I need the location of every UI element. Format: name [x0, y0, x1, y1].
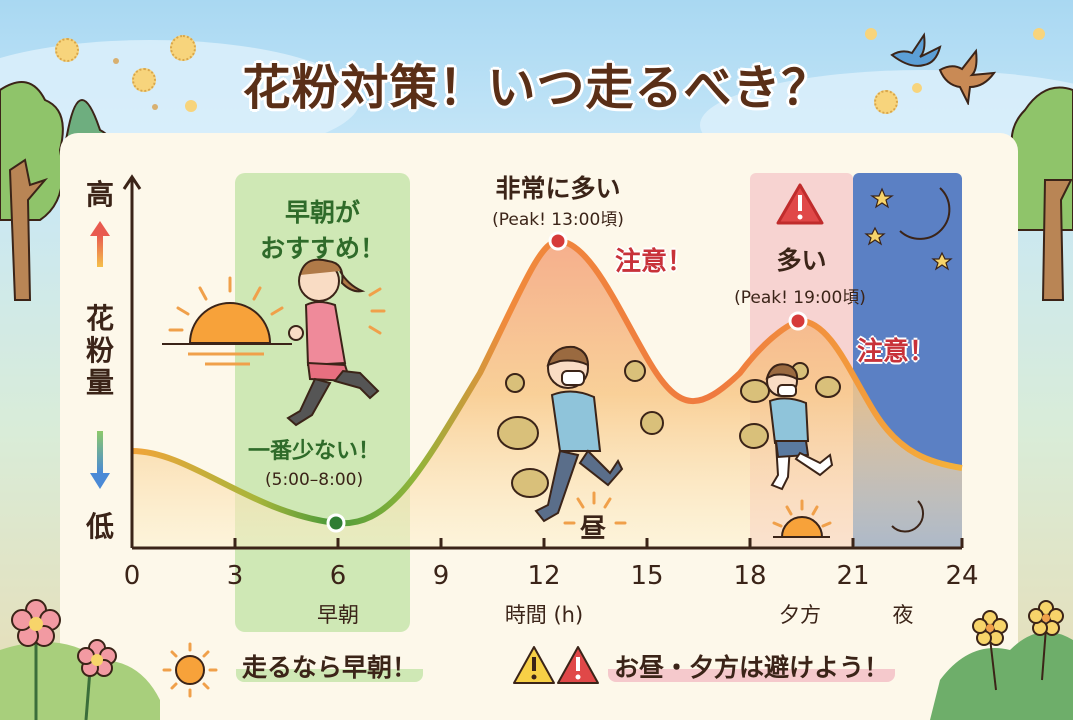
peak1-label: (Peak! 13:00頃) [492, 210, 624, 230]
x-tick: 21 [836, 561, 870, 591]
y-axis-label-1: 花 [86, 302, 115, 335]
x-tick: 15 [630, 561, 664, 591]
y-axis-label-3: 量 [86, 366, 115, 399]
x-axis-title: 時間 (h) [504, 603, 584, 627]
min-point [326, 513, 346, 533]
pollen-icon [132, 68, 156, 92]
sunset-icon [772, 499, 832, 538]
footer-right-text: お昼・夕方は避けよう！ [608, 653, 896, 682]
warning-icon [776, 183, 824, 225]
pollen-icon [185, 100, 197, 112]
x-tick: 24 [945, 561, 979, 591]
very-high-label: 非常に多い [495, 174, 621, 203]
up-arrow-icon [90, 221, 110, 267]
night-label: 夜 [892, 603, 914, 627]
sunrise-icon [162, 276, 292, 366]
high-label: 多い [776, 246, 827, 275]
peak2-label: (Peak! 19:00頃) [734, 288, 866, 308]
page-title: 花粉対策！いつ走るべき？ [242, 60, 831, 116]
evening-label: 夕方 [779, 603, 821, 627]
pollen-icon [170, 35, 196, 61]
pollen-icon [874, 90, 898, 114]
x-tick: 9 [432, 561, 450, 591]
sun-icon [162, 642, 218, 698]
peak-point-13 [548, 231, 568, 251]
x-tick: 18 [733, 561, 767, 591]
moon-icon [899, 187, 951, 240]
pollen-icon [55, 38, 79, 62]
footer-recommend: 走るなら早朝！ [236, 648, 424, 684]
noon-label: 昼 [580, 514, 607, 544]
pollen-icon [912, 83, 922, 93]
early-morning-label: 早朝 [317, 603, 359, 627]
pollen-chart [90, 173, 964, 632]
noon-sun-rays [563, 491, 627, 525]
x-tick: 0 [123, 561, 141, 591]
peak-point-19 [788, 311, 808, 331]
pollen-icon [152, 104, 158, 110]
recommend-line-1: 早朝が [284, 198, 360, 227]
sparkle-lines [368, 287, 386, 335]
sneeze-runner-icon [497, 345, 664, 523]
star-icon [864, 187, 953, 271]
tree-icon [1006, 86, 1073, 301]
caution-label-1: 注意！ [615, 247, 694, 277]
footer-left-text: 走るなら早朝！ [236, 653, 424, 682]
pollen-icon [113, 58, 119, 64]
pollen-icon [865, 28, 877, 40]
y-low-label: 低 [86, 510, 115, 543]
flower-icon [0, 599, 160, 720]
lowest-range: (5:00–8:00) [265, 470, 364, 490]
down-arrow-icon [90, 431, 110, 489]
footer-avoid: お昼・夕方は避けよう！ [608, 648, 896, 684]
flower-icon [930, 600, 1073, 720]
sneeze-runner-icon [739, 362, 841, 491]
y-high-label: 高 [86, 178, 115, 211]
bird-icon [890, 32, 997, 105]
pollen-icon [1033, 28, 1045, 40]
lowest-label: 一番少ない！ [248, 439, 381, 464]
x-tick: 3 [226, 561, 244, 591]
caution-label-2: 注意！ [857, 337, 936, 367]
warning-icon [513, 646, 599, 684]
chart-panel: 高 花 粉 量 低 早朝が おすすめ！ 一番少ない！ (5:00–8:00) 非… [60, 133, 1018, 720]
x-tick: 6 [329, 561, 347, 591]
recommend-line-2: おすすめ！ [259, 234, 385, 263]
moon-icon [891, 500, 925, 533]
y-axis-label-2: 粉 [86, 334, 115, 367]
x-tick: 12 [527, 561, 561, 591]
runner-icon [286, 258, 380, 427]
